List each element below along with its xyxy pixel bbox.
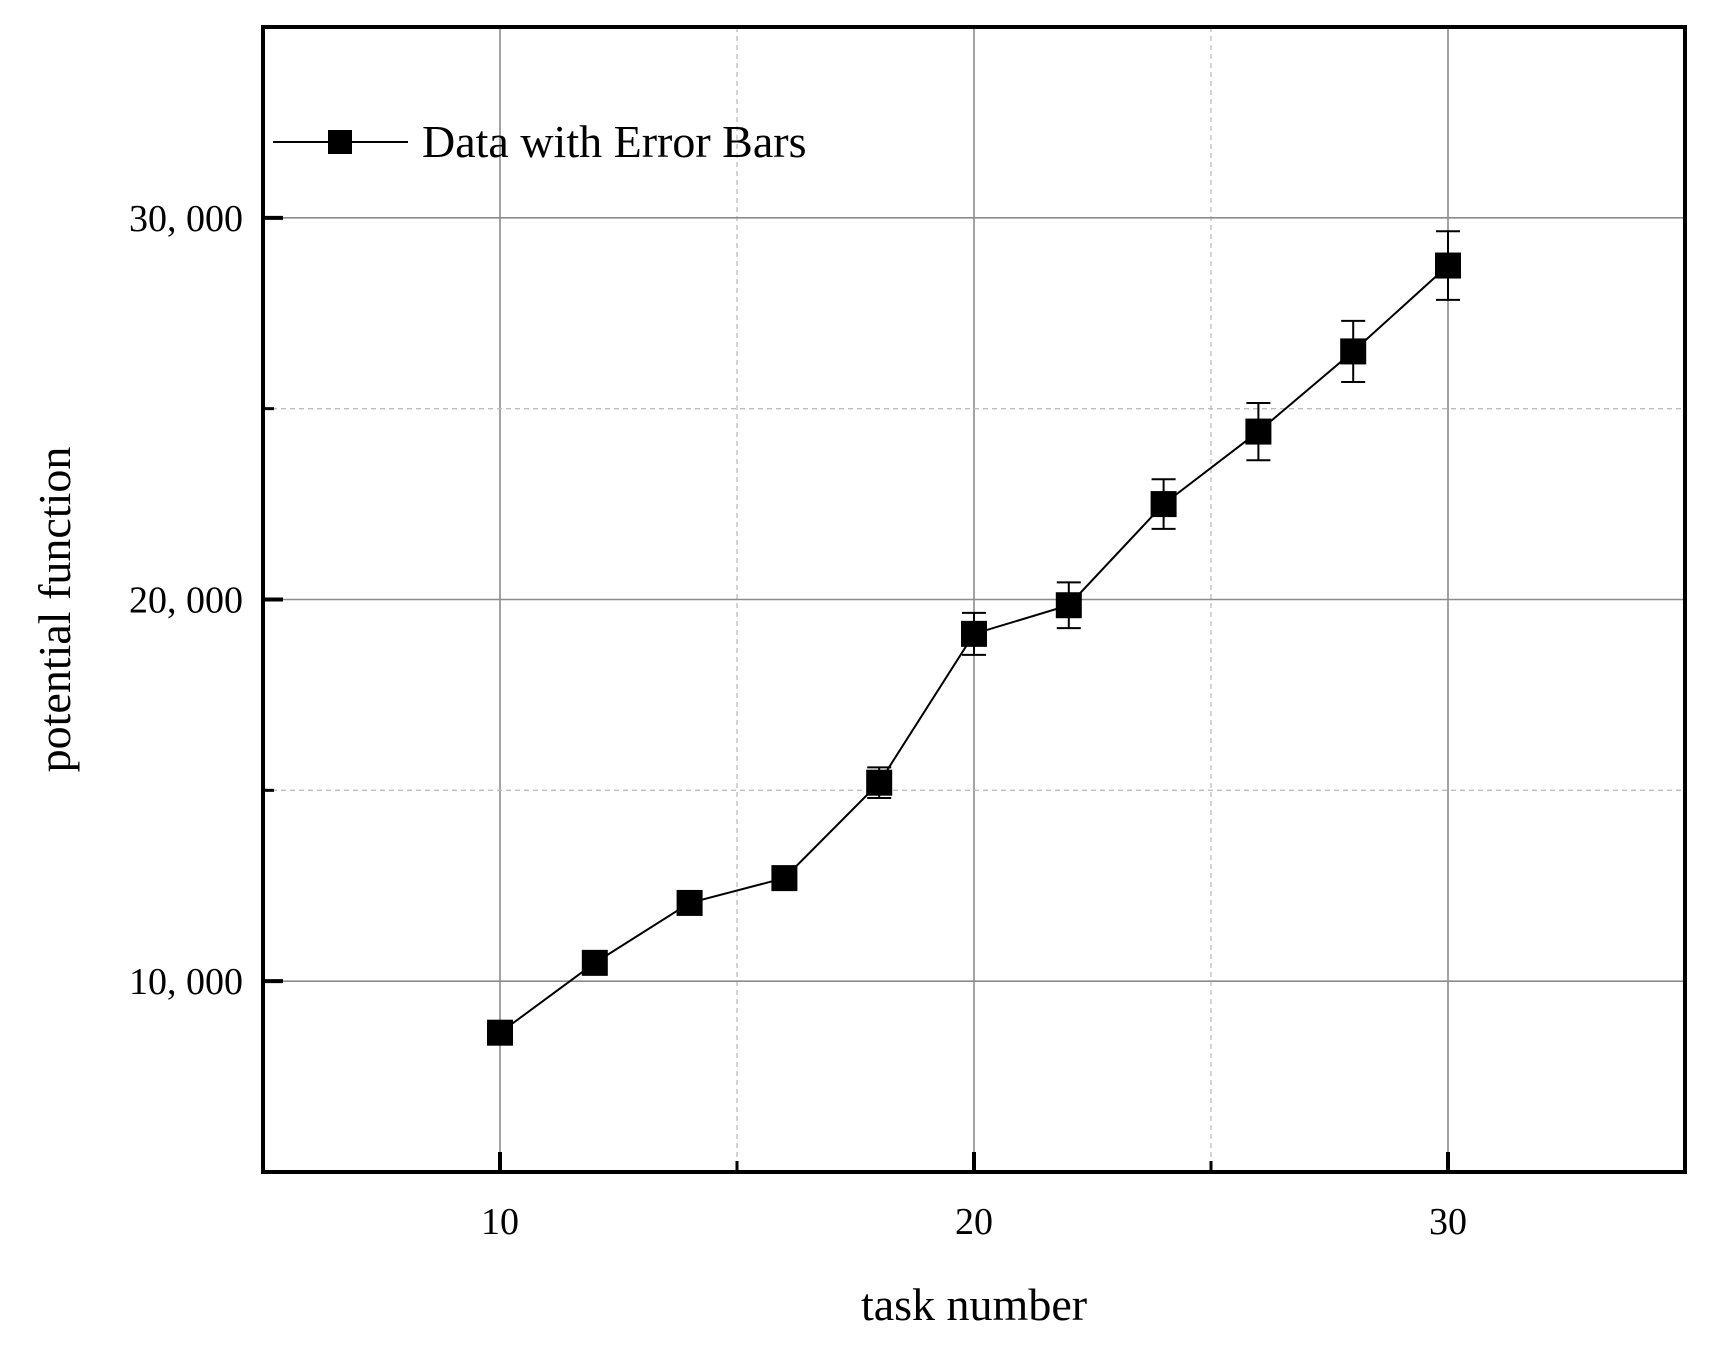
- data-point-marker: [1435, 252, 1461, 279]
- legend-label: Data with Error Bars: [422, 116, 807, 167]
- data-point-marker: [866, 769, 893, 796]
- y-tick-label: 20, 000: [129, 580, 243, 622]
- data-point-marker: [676, 889, 703, 916]
- data-point-marker: [1150, 491, 1177, 518]
- data-point-marker: [1340, 338, 1367, 365]
- data-point-marker: [771, 865, 798, 892]
- axis-ticks: 10 20 30 10, 000 20, 000 30, 000: [129, 198, 1467, 1243]
- data-point-marker: [1245, 418, 1272, 445]
- data-point-marker: [1055, 592, 1082, 619]
- grid: [263, 27, 1685, 1172]
- series-data-with-error-bars: [487, 230, 1461, 1046]
- x-tick-label: 20: [955, 1201, 993, 1243]
- data-point-marker: [581, 949, 608, 976]
- x-tick-label: 30: [1429, 1201, 1467, 1243]
- x-tick-label: 10: [481, 1201, 519, 1243]
- y-tick-label: 10, 000: [129, 961, 243, 1003]
- x-axis-title: task number: [861, 1279, 1087, 1330]
- legend-marker: [328, 130, 352, 154]
- data-point-marker: [961, 620, 987, 647]
- y-tick-label: 30, 000: [129, 198, 243, 240]
- data-point-marker: [487, 1019, 513, 1046]
- legend: Data with Error Bars: [273, 116, 807, 167]
- y-axis-title: potential function: [29, 447, 80, 773]
